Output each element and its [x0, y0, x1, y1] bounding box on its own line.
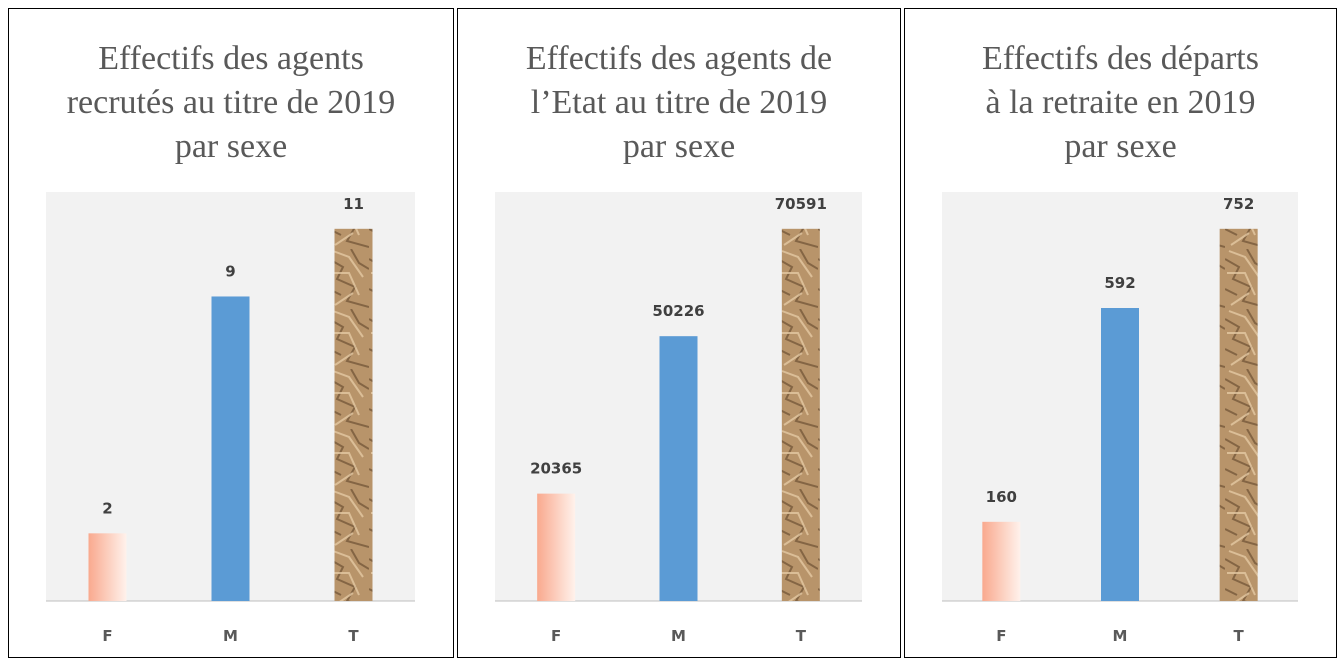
data-label: 50226 — [652, 302, 704, 320]
data-label: 11 — [343, 195, 364, 213]
x-tick-label: F — [996, 627, 1006, 645]
chart-panel: 160 F 592 M 752 T Effectifs des départs à la … — [904, 8, 1337, 658]
bar — [660, 336, 698, 601]
bar — [537, 494, 575, 601]
chart-title: Effectifs des agents de l’Etat au titre … — [514, 37, 844, 169]
data-label: 9 — [225, 262, 235, 280]
bar — [982, 522, 1020, 601]
data-label: 592 — [1104, 274, 1135, 292]
bar — [89, 533, 127, 601]
bar — [1220, 229, 1258, 601]
data-label: 70591 — [775, 195, 827, 213]
data-label: 160 — [986, 488, 1017, 506]
data-label: 752 — [1223, 195, 1254, 213]
bar — [782, 229, 820, 601]
data-label: 20365 — [530, 460, 582, 478]
page: 2 F 9 M 11 T Effectifs des agents recrutés au… — [0, 0, 1341, 663]
x-tick-label: M — [1113, 627, 1128, 645]
chart-panel: 2 F 9 M 11 T Effectifs des agents recrutés au… — [8, 8, 454, 658]
chart-title: Effectifs des agents recrutés au titre d… — [66, 37, 396, 169]
chart-title: Effectifs des départs à la retraite en 2… — [971, 37, 1271, 169]
x-tick-label: T — [348, 627, 359, 645]
x-tick-label: F — [102, 627, 112, 645]
bar — [1101, 308, 1139, 601]
bar — [335, 229, 373, 601]
data-label: 2 — [102, 499, 112, 517]
bar — [212, 296, 250, 601]
x-tick-label: M — [223, 627, 238, 645]
x-tick-label: F — [551, 627, 561, 645]
x-tick-label: M — [671, 627, 686, 645]
x-tick-label: T — [1234, 627, 1245, 645]
x-tick-label: T — [796, 627, 807, 645]
chart-panel: 20365 F 50226 M 70591 T Effectifs des agents … — [457, 8, 901, 658]
